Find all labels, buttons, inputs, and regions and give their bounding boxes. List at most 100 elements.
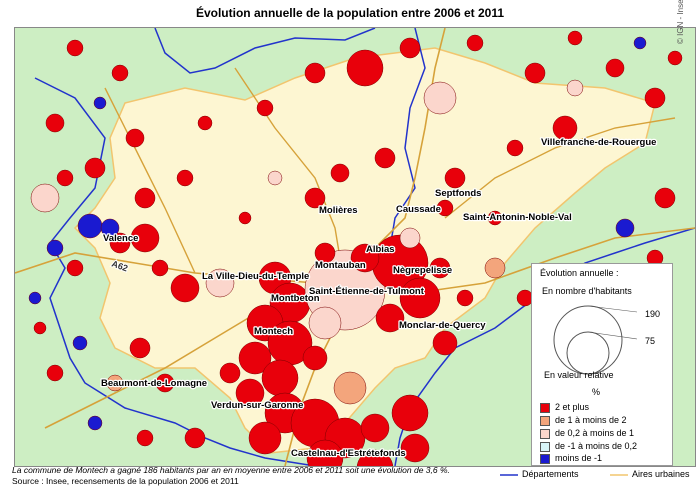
legend-title: Évolution annuelle : — [540, 268, 619, 278]
commune-circle — [87, 415, 103, 431]
commune-circle — [28, 291, 42, 305]
legend-subtitle-relative: En valeur relative — [544, 370, 614, 380]
map-area[interactable]: Villefranche-de-Rouergue Molières Septfo… — [14, 27, 696, 467]
commune-circle — [235, 378, 265, 408]
department-border — [389, 28, 426, 249]
legend-class-label: de 0,2 à moins de 1 — [555, 428, 635, 438]
city-label: Albias — [366, 244, 395, 255]
commune-circle — [30, 183, 60, 213]
commune-circle — [111, 64, 129, 82]
road — [444, 117, 676, 219]
commune-circle — [170, 273, 200, 303]
commune-circle — [615, 218, 635, 238]
city-label: Villefranche-de-Rouergue — [541, 137, 656, 148]
legend-value-large: 190 — [645, 309, 661, 319]
legend-circles — [553, 305, 638, 375]
commune-circle — [100, 218, 120, 238]
commune-circle — [432, 330, 458, 356]
commune-circle — [356, 449, 394, 466]
legend-class-label: moins de -1 — [555, 453, 603, 463]
commune-circle — [197, 115, 213, 131]
commune-circle — [399, 37, 421, 59]
commune-circle — [66, 259, 84, 277]
commune-circle — [248, 421, 282, 455]
legend-class-label: 2 et plus — [555, 402, 590, 412]
commune-circle — [484, 257, 506, 279]
commune-circle — [552, 115, 578, 141]
commune-circle — [423, 81, 457, 115]
commune-circle — [238, 211, 252, 225]
legend-swatch — [540, 441, 550, 452]
source-text: Source : Insee, recensements de la popul… — [12, 476, 239, 486]
department-line-swatch — [500, 474, 518, 476]
city-label: Monclar-de-Quercy — [399, 320, 486, 331]
legend-unit: % — [592, 387, 601, 397]
city-label: Saint-Antonin-Noble-Val — [463, 212, 572, 223]
legend-subtitle-absolute: En nombre d'habitants — [542, 286, 632, 296]
city-label: Nègrepelisse — [393, 265, 452, 276]
commune-circle — [205, 268, 235, 298]
urban-area-legend-label: Aires urbaines — [632, 469, 690, 479]
legend-box: Évolution annuelle : En nombre d'habitan… — [531, 263, 673, 466]
city-label: Septfonds — [435, 188, 481, 199]
commune-circle — [466, 34, 484, 52]
commune-circle — [308, 306, 342, 340]
commune-circle — [66, 39, 84, 57]
legend-leader-small — [587, 331, 638, 340]
commune-circle — [45, 113, 65, 133]
commune-circle — [487, 210, 503, 226]
city-label: Caussade — [396, 204, 441, 215]
commune-circle — [238, 341, 272, 375]
legend-circle-large — [553, 305, 623, 375]
city-label: Verdun-sur-Garonne — [211, 400, 303, 411]
commune-circle — [129, 337, 151, 359]
legend-class-row: de -1 à moins de 0,2 — [540, 441, 637, 452]
commune-circle — [644, 87, 666, 109]
commune-circle — [125, 128, 145, 148]
commune-circle — [374, 147, 396, 169]
legend-swatch — [540, 415, 550, 426]
commune-circle — [77, 213, 103, 239]
city-label: Valence — [103, 233, 138, 244]
legend-class-row: de 1 à moins de 2 — [540, 415, 627, 426]
commune-circle — [391, 394, 429, 432]
department-legend-label: Départements — [522, 469, 579, 479]
commune-circle — [267, 170, 283, 186]
legend-value-small: 75 — [645, 336, 656, 346]
department-border — [154, 28, 376, 74]
commune-circle — [375, 303, 405, 333]
city-label: Beaumont-de-Lomagne — [101, 378, 207, 389]
commune-circle — [46, 239, 64, 257]
commune-circle — [151, 259, 169, 277]
legend-circle-small — [566, 331, 610, 375]
commune-circle — [136, 429, 154, 447]
commune-circle — [360, 413, 390, 443]
commune-circle — [46, 364, 64, 382]
urban-area-line-swatch — [610, 474, 628, 476]
commune-circle — [333, 371, 367, 405]
copyright-text: © IGN - Insee 2013 — [676, 0, 685, 44]
commune-circle — [330, 163, 350, 183]
commune-circle — [304, 62, 326, 84]
commune-circle — [184, 427, 206, 449]
legend-leader-large — [587, 305, 638, 313]
commune-circle — [605, 58, 625, 78]
commune-circle — [155, 373, 175, 393]
commune-circle — [506, 139, 524, 157]
commune-circle — [429, 257, 451, 279]
commune-circle — [456, 289, 474, 307]
city-label: Saint-Étienne-de-Tulmont — [309, 286, 425, 297]
commune-circle — [654, 187, 676, 209]
road — [104, 87, 196, 274]
commune-circle — [306, 439, 344, 466]
city-labels: Villefranche-de-Rouergue Molières Septfo… — [100, 136, 658, 461]
circles-layer — [28, 30, 683, 466]
legend-swatch — [540, 453, 550, 464]
commune-circle — [93, 96, 107, 110]
commune-circle — [436, 199, 454, 217]
legend-class-row: 2 et plus — [540, 402, 589, 413]
commune-circle — [109, 232, 131, 254]
commune-circle — [399, 227, 421, 249]
commune-circle — [56, 169, 74, 187]
city-label: Montech — [254, 326, 293, 337]
